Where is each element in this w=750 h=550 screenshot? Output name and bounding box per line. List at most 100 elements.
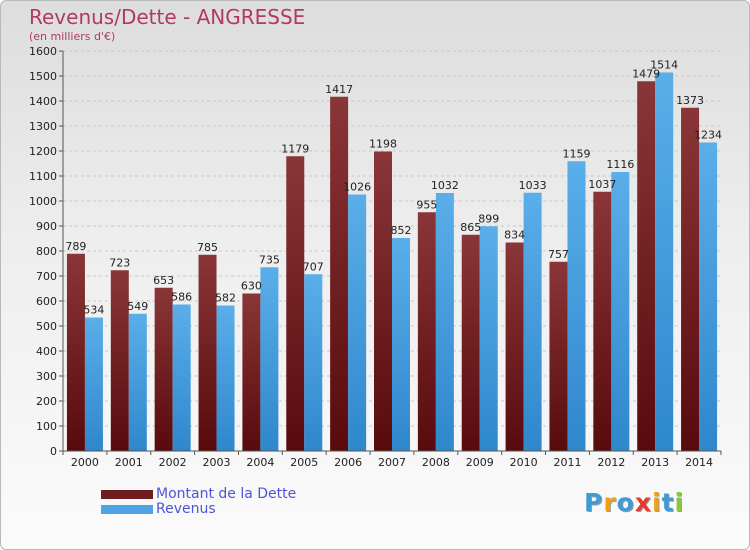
bar-dette — [110, 270, 129, 451]
bar-revenus — [172, 304, 191, 451]
y-tick-label: 300 — [36, 370, 57, 383]
data-label: 865 — [460, 221, 481, 234]
bar-revenus — [479, 226, 498, 451]
data-label: 1417 — [325, 83, 353, 96]
bar-dette — [637, 81, 656, 451]
y-tick-label: 1100 — [29, 170, 57, 183]
data-label: 955 — [416, 198, 437, 211]
y-tick-label: 900 — [36, 220, 57, 233]
bar-dette — [549, 261, 568, 451]
bar-revenus — [611, 172, 630, 451]
y-tick-label: 800 — [36, 245, 57, 258]
proxiti-logo: Proxiti — [584, 488, 684, 517]
bar-dette — [242, 293, 261, 451]
data-label: 852 — [391, 224, 412, 237]
data-label: 707 — [303, 260, 324, 273]
x-tick-label: 2013 — [641, 456, 669, 469]
data-label: 834 — [504, 229, 525, 242]
x-tick-label: 2002 — [159, 456, 187, 469]
x-tick-label: 2012 — [597, 456, 625, 469]
x-tick-label: 2007 — [378, 456, 406, 469]
logo-letter: i — [674, 488, 685, 517]
x-tick-label: 2011 — [553, 456, 581, 469]
bar-dette — [417, 212, 436, 451]
logo-letter: t — [661, 488, 675, 517]
data-label: 1198 — [369, 138, 397, 151]
x-tick-label: 2003 — [203, 456, 231, 469]
legend-label-revenus: Revenus — [156, 501, 216, 517]
data-label: 1514 — [650, 59, 678, 72]
y-tick-label: 600 — [36, 295, 57, 308]
y-tick-label: 1400 — [29, 95, 57, 108]
bar-dette — [154, 287, 173, 451]
bar-revenus — [128, 313, 147, 451]
bar-dette — [505, 242, 524, 451]
bar-dette — [374, 151, 392, 451]
data-label: 653 — [153, 274, 174, 287]
data-label: 723 — [109, 256, 130, 269]
legend-swatch-dette — [101, 490, 153, 499]
bar-dette — [198, 254, 217, 451]
data-label: 1373 — [676, 94, 704, 107]
data-label: 586 — [171, 291, 192, 304]
bar-revenus — [260, 267, 279, 451]
x-tick-label: 2001 — [115, 456, 143, 469]
chart-subtitle: (en milliers d'€) — [29, 30, 116, 43]
y-tick-label: 1600 — [29, 45, 57, 58]
data-label: 1026 — [343, 181, 371, 194]
data-label: 630 — [241, 280, 262, 293]
y-tick-label: 100 — [36, 420, 57, 433]
bar-revenus — [348, 194, 367, 451]
legend-swatch-revenus — [101, 505, 153, 514]
data-label: 1116 — [606, 158, 634, 171]
y-tick-label: 200 — [36, 395, 57, 408]
bar-dette — [66, 253, 85, 451]
x-tick-label: 2010 — [510, 456, 538, 469]
bar-dette — [681, 107, 700, 451]
y-tick-label: 500 — [36, 320, 57, 333]
data-label: 757 — [548, 248, 569, 261]
y-tick-label: 0 — [50, 445, 57, 458]
logo-letter: P — [584, 488, 604, 517]
data-label: 1037 — [588, 178, 616, 191]
y-tick-label: 1200 — [29, 145, 57, 158]
data-label: 1032 — [431, 179, 459, 192]
y-tick-label: 1500 — [29, 70, 57, 83]
bar-revenus — [216, 305, 235, 451]
data-label: 1033 — [519, 179, 547, 192]
y-tick-label: 400 — [36, 345, 57, 358]
x-tick-label: 2014 — [685, 456, 713, 469]
data-label: 899 — [478, 212, 499, 225]
x-tick-label: 2006 — [334, 456, 362, 469]
chart-title: Revenus/Dette - ANGRESSE — [29, 5, 306, 29]
y-tick-label: 700 — [36, 270, 57, 283]
y-tick-label: 1300 — [29, 120, 57, 133]
bar-revenus — [84, 317, 103, 451]
bar-revenus — [304, 274, 323, 451]
data-label: 582 — [215, 292, 236, 305]
data-label: 1179 — [281, 142, 309, 155]
x-tick-label: 2005 — [290, 456, 318, 469]
x-tick-label: 2000 — [71, 456, 99, 469]
logo-letter: o — [616, 488, 635, 517]
bar-revenus — [567, 161, 586, 451]
data-label: 785 — [197, 241, 218, 254]
legend-label-dette: Montant de la Dette — [156, 486, 297, 502]
bar-revenus — [699, 142, 718, 451]
data-label: 534 — [83, 304, 104, 317]
x-tick-label: 2009 — [466, 456, 494, 469]
data-label: 735 — [259, 253, 280, 266]
data-label: 1479 — [632, 67, 660, 80]
bar-revenus — [523, 192, 542, 451]
data-label: 789 — [65, 240, 86, 253]
logo-letter: r — [603, 488, 617, 517]
data-label: 1159 — [562, 147, 590, 160]
logo-letter: i — [652, 488, 662, 517]
x-tick-label: 2008 — [422, 456, 450, 469]
bar-dette — [593, 191, 612, 451]
bar-dette — [330, 96, 349, 451]
data-label: 1234 — [694, 129, 722, 142]
bar-revenus — [655, 72, 674, 451]
